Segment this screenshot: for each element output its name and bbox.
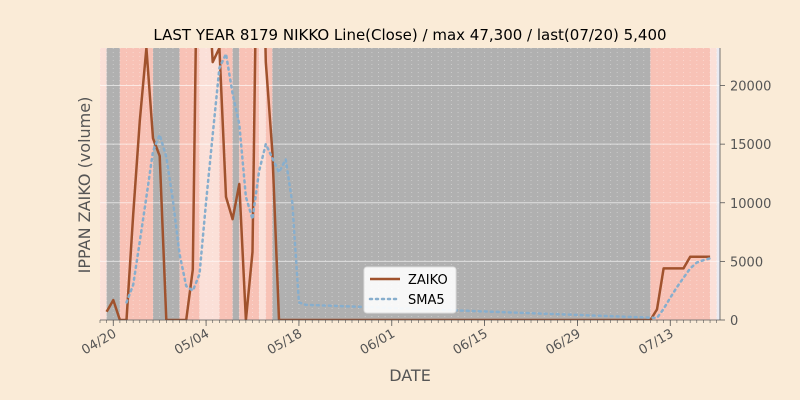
x-tick-label: 06/15 <box>451 326 491 358</box>
x-tick-label: 06/01 <box>358 326 398 358</box>
background-band <box>272 48 651 320</box>
background-band <box>106 48 120 320</box>
legend-label-zaiko: ZAIKO <box>408 273 448 288</box>
chart-title: LAST YEAR 8179 NIKKO Line(Close) / max 4… <box>153 26 666 44</box>
x-tick-label: 04/20 <box>79 326 119 358</box>
x-axis-label: DATE <box>389 366 431 385</box>
y-axis: 0 5000 10000 15000 20000 <box>719 48 771 329</box>
x-tick-label: 07/13 <box>636 326 676 358</box>
x-tick-label: 05/18 <box>265 326 305 358</box>
legend: ZAIKO SMA5 <box>363 266 457 314</box>
background-band <box>100 48 107 320</box>
y-tick-label: 5000 <box>730 255 763 270</box>
x-axis: 04/20 05/04 05/18 06/01 06/15 06/29 07/13 <box>79 319 720 358</box>
y-tick-label: 20000 <box>730 80 771 95</box>
x-tick-label: 06/29 <box>543 326 583 358</box>
background-band <box>259 48 266 320</box>
background-band <box>232 48 240 320</box>
background-band <box>265 48 273 320</box>
y-tick-label: 0 <box>730 314 738 329</box>
background-band <box>650 48 711 320</box>
background-band <box>179 48 200 320</box>
background-band <box>153 48 180 320</box>
series-line-zaiko <box>105 48 711 320</box>
x-tick-label: 05/04 <box>172 326 212 358</box>
legend-label-sma5: SMA5 <box>408 293 445 308</box>
background-band <box>199 48 220 320</box>
background-bands <box>100 48 717 320</box>
background-band <box>710 48 717 320</box>
series-line-sma5 <box>125 52 712 320</box>
y-tick-label: 15000 <box>730 138 771 153</box>
grid-lines <box>100 48 720 320</box>
y-tick-label: 10000 <box>730 197 771 212</box>
y-axis-label: IPPAN ZAIKO (volume) <box>75 97 94 274</box>
series-lines <box>105 48 712 320</box>
